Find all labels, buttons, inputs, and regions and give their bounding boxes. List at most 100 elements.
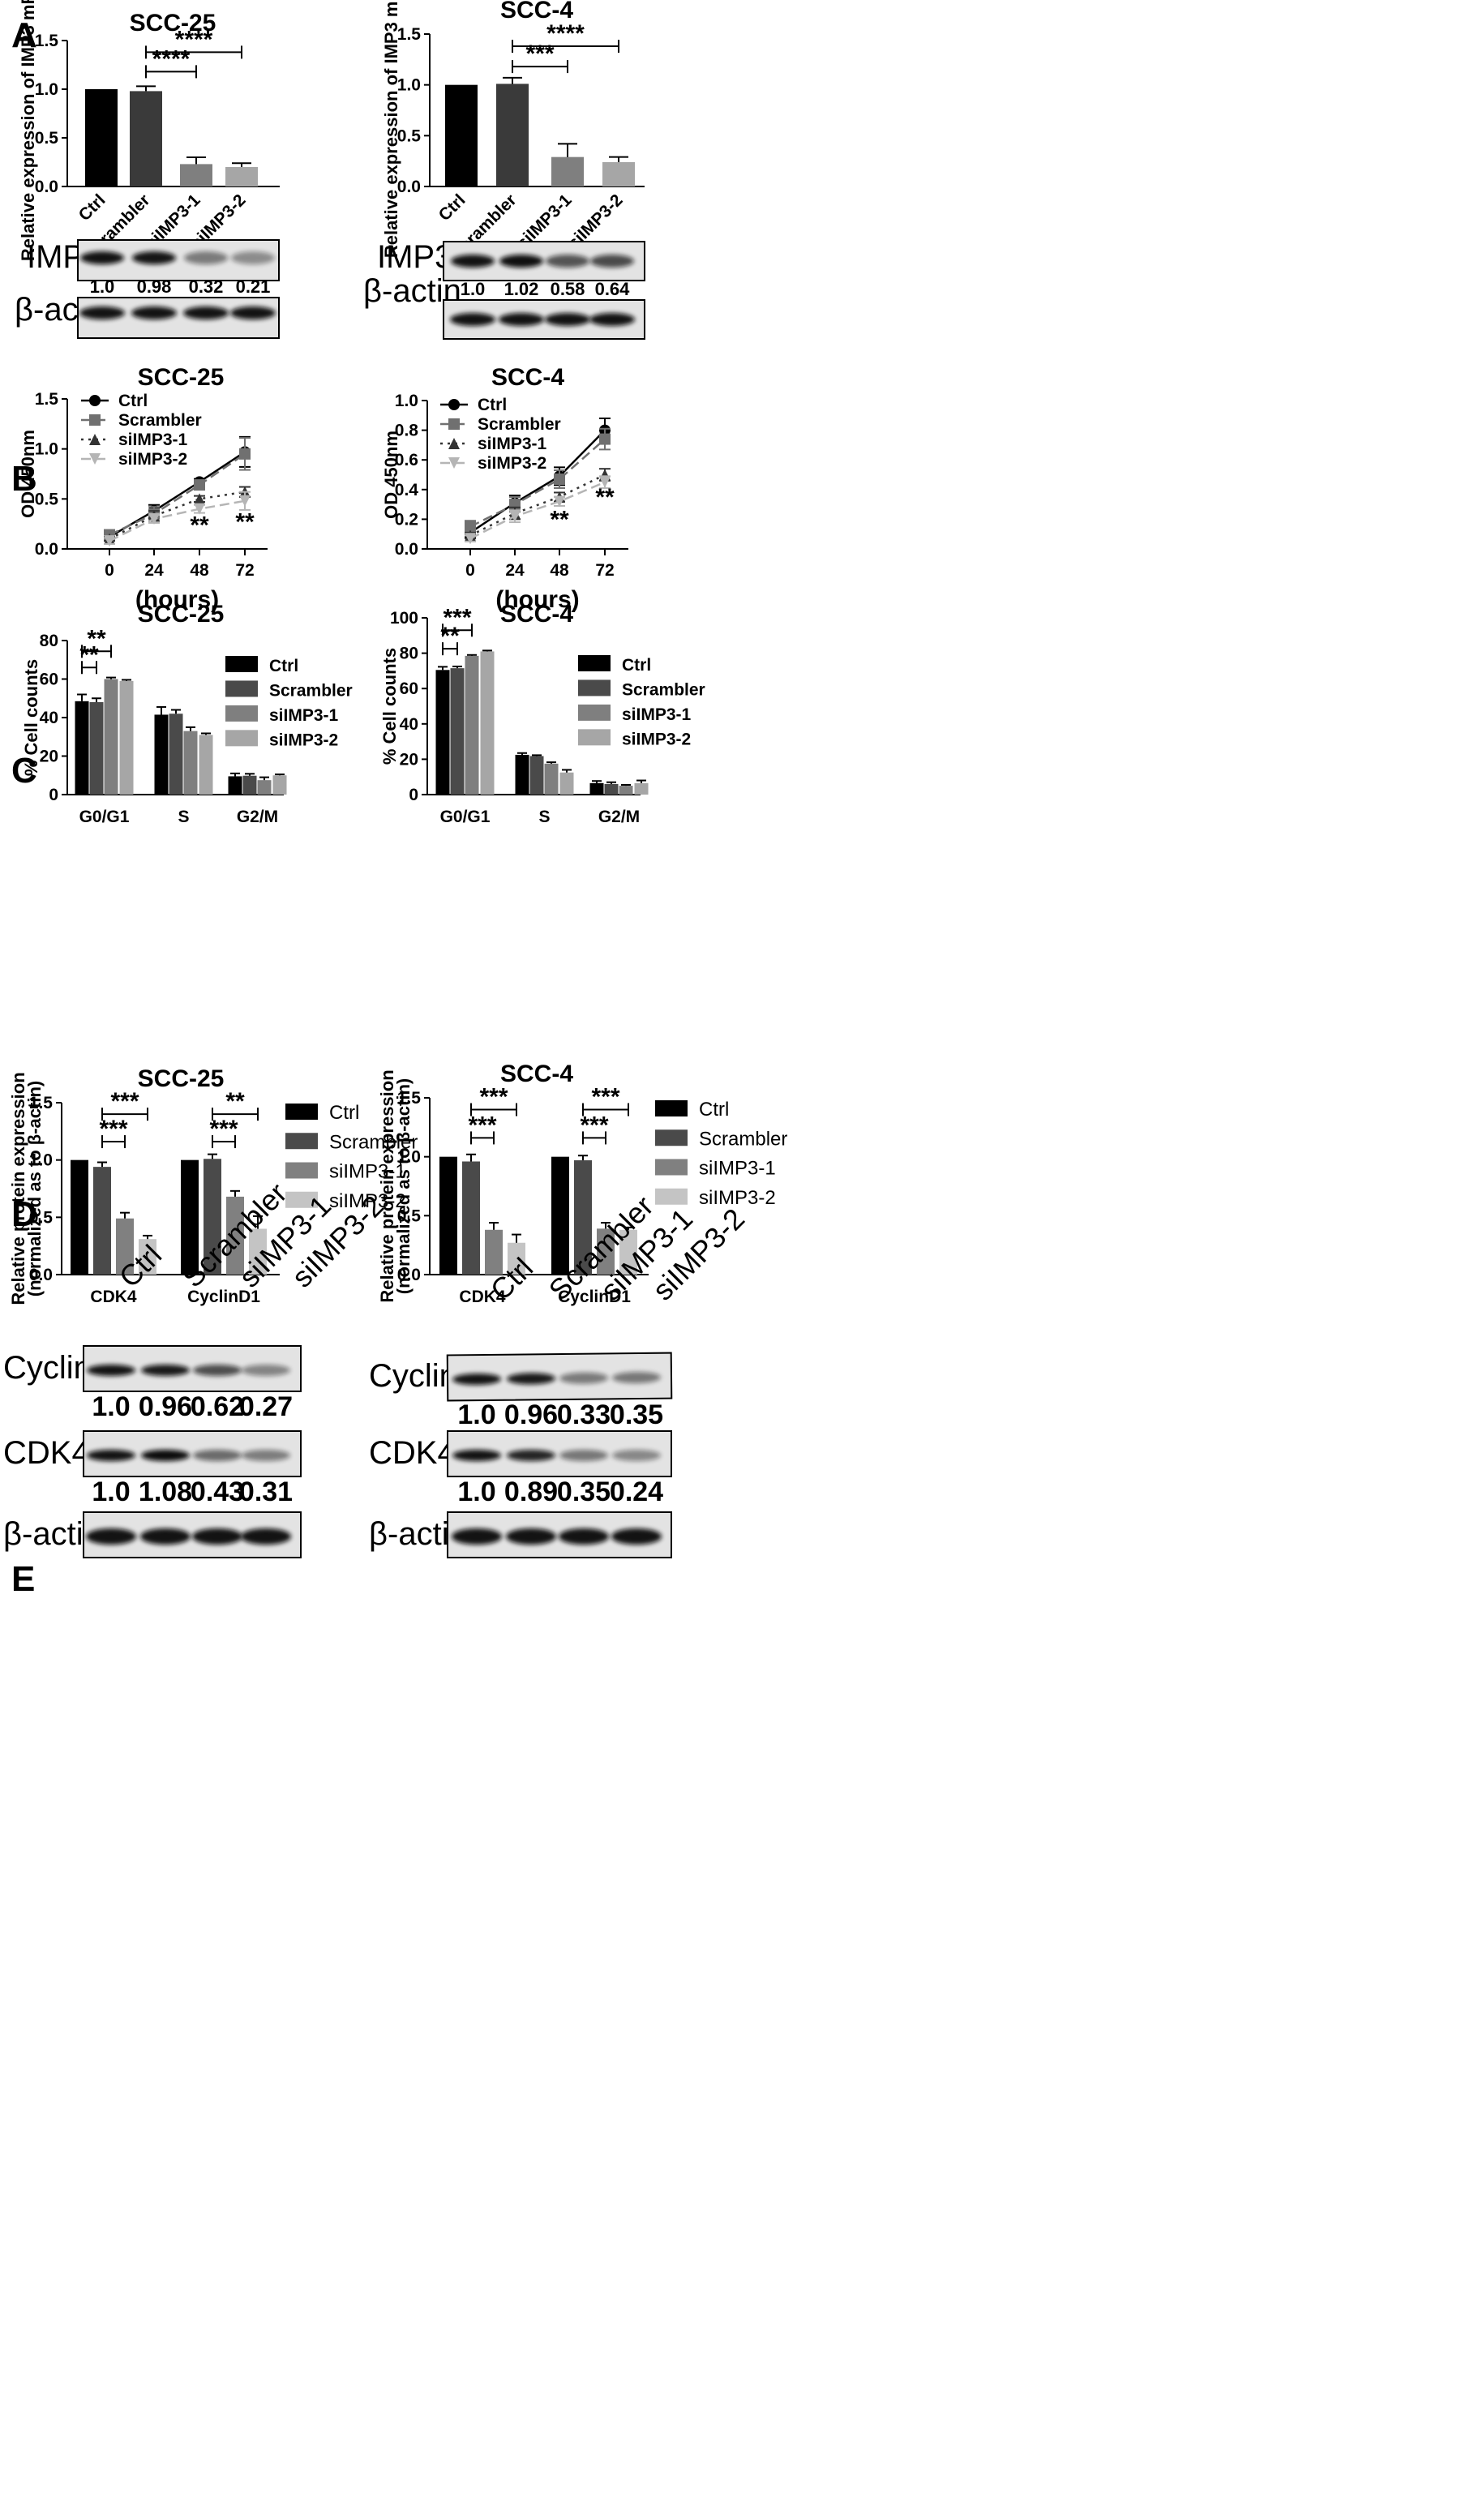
legend-siimp3-2-label: siIMP3-2 xyxy=(622,730,691,748)
blot-b-left-quant-1: 0.98 xyxy=(137,276,172,297)
legend-scrambler-label: Scrambler xyxy=(269,681,353,700)
bar-scrambler xyxy=(496,84,529,186)
legend-siimp3-1-label: siIMP3-1 xyxy=(478,435,547,453)
legend-siimp3-2-label: siIMP3-2 xyxy=(269,731,338,749)
x-label-24: 24 xyxy=(144,561,164,580)
c-left-ytick-label-3: 1.5 xyxy=(35,390,59,409)
bar-g0-g1-scrambler xyxy=(89,702,104,795)
series-scrambler-marker-2 xyxy=(554,473,565,485)
a-right-ylabel: Relative expression of IMP3 mRNA xyxy=(381,0,401,258)
blot-e-right-cyclind1-quant-2: 0.33 xyxy=(557,1399,611,1430)
x-label-48: 48 xyxy=(190,561,209,580)
blot-e-left-cyclind1-quant-3: 0.27 xyxy=(239,1391,293,1422)
series-siimp3-2-marker-0 xyxy=(465,533,476,545)
bar-cdk4-scrambler xyxy=(93,1167,111,1275)
a-left-ytick-label-3: 1.5 xyxy=(35,32,59,50)
bar-cyclind1-scrambler xyxy=(204,1159,221,1275)
c-right-ytick-label-3: 0.6 xyxy=(395,451,418,469)
blot-e-right-cyclind1-quant-3: 0.35 xyxy=(610,1399,663,1430)
x-label-g0-g1: G0/G1 xyxy=(440,808,491,826)
bar-siimp3-2 xyxy=(225,167,258,186)
panel-label-e: E xyxy=(11,1559,35,1599)
blot-b-left-quant-0: 1.0 xyxy=(90,276,115,297)
bar-cdk4-ctrl xyxy=(439,1156,457,1275)
legend-siimp3-2-marker xyxy=(448,457,460,469)
actin-band-2 xyxy=(545,313,590,326)
x-label-cdk4: CDK4 xyxy=(459,1288,505,1306)
legend-scrambler-label: Scrambler xyxy=(118,411,202,430)
legend-ctrl-swatch xyxy=(285,1104,318,1120)
cyclind1-band-2 xyxy=(559,1372,609,1384)
legend-ctrl-marker xyxy=(448,399,460,410)
blot-e-right-cyclind1-frame xyxy=(446,1352,673,1402)
blot-e-right-cyclind1-quant-0: 1.0 xyxy=(457,1399,495,1430)
bar-s-siimp3-2 xyxy=(559,772,574,795)
e-right-ytick-label-2: 1.0 xyxy=(397,1148,421,1167)
c-right-ylabel: OD 450nm xyxy=(381,431,401,519)
legend-siimp3-1-swatch xyxy=(655,1159,688,1176)
significance-0: ** xyxy=(550,506,569,533)
bar-cyclind1-ctrl xyxy=(181,1159,199,1275)
series-scrambler-marker-0 xyxy=(465,521,476,533)
blot-e-right-cdk4-quant-1: 0.89 xyxy=(504,1476,558,1507)
a-left-title: SCC-25 xyxy=(130,10,216,36)
bar-g0-g1-ctrl xyxy=(75,701,89,795)
e-right-ytick-label-3: 1.5 xyxy=(397,1089,422,1108)
sig-bracket-3-label: ** xyxy=(225,1088,245,1115)
panel-label-c: C xyxy=(11,751,37,791)
legend-scrambler-swatch xyxy=(578,679,611,696)
blot-b-left-quant-2: 0.32 xyxy=(189,276,224,297)
cdk4-band-0 xyxy=(87,1450,135,1461)
x-label-72: 72 xyxy=(595,561,614,580)
bar-ctrl xyxy=(85,89,118,186)
bar-s-siimp3-2 xyxy=(199,735,213,795)
blot-e-left-actin xyxy=(83,1511,302,1558)
d-left-title: SCC-25 xyxy=(138,601,225,628)
bar-scrambler xyxy=(130,91,162,186)
blot-e-right-cyclind1 xyxy=(446,1352,673,1402)
d-right-title: SCC-4 xyxy=(500,601,573,628)
series-scrambler-marker-2 xyxy=(194,479,205,491)
legend-ctrl-label: Ctrl xyxy=(269,657,298,675)
blot-b-left-quant-3: 0.21 xyxy=(236,276,271,297)
legend-ctrl-label: Ctrl xyxy=(478,396,507,414)
legend-siimp3-1-marker xyxy=(89,434,101,445)
bar-g0-g1-siimp3-2 xyxy=(119,680,134,795)
bar-g2-m-siimp3-1 xyxy=(619,786,633,795)
blot-b-right-quant-2: 0.58 xyxy=(551,279,585,299)
blot-e-right-cdk4-quant-3: 0.24 xyxy=(610,1476,663,1507)
actin-band-3 xyxy=(230,306,276,319)
sig-bracket-1-label: ** xyxy=(87,625,106,652)
chart-c-right: SCC-4 0.0 0.2 0.4 0.6 0.8 1.0 OD 450nm 0 24 48 72 (h… xyxy=(381,364,628,613)
bar-cdk4-scrambler xyxy=(462,1161,480,1275)
panel-label-b: B xyxy=(11,459,37,499)
cdk4-band-3 xyxy=(612,1450,661,1461)
actin-band-1 xyxy=(140,1528,191,1545)
sig-bracket-0-label: *** xyxy=(525,41,554,67)
d-right-ytick-label-4: 80 xyxy=(400,645,418,663)
series-siimp3-2-line xyxy=(469,481,606,540)
x-axis-title: (hours) xyxy=(135,586,219,613)
legend-ctrl-label: Ctrl xyxy=(329,1102,359,1124)
imp3-band-1 xyxy=(499,255,543,268)
legend-siimp3-1-marker xyxy=(448,438,460,449)
bar-s-ctrl xyxy=(515,754,529,795)
actin-band-0 xyxy=(452,1528,502,1545)
legend-siimp3-1-label: siIMP3-1 xyxy=(269,706,339,725)
legend-siimp3-2-swatch xyxy=(225,730,258,747)
bar-s-ctrl xyxy=(154,714,169,795)
legend-scrambler-label: Scrambler xyxy=(478,415,561,434)
c-right-ytick-label-1: 0.2 xyxy=(395,510,418,529)
a-left-ytick-label-1: 0.5 xyxy=(35,129,59,148)
d-right-ytick-label-1: 20 xyxy=(400,750,418,769)
a-right-title: SCC-4 xyxy=(500,0,573,24)
e-left-ytick-label-1: 0.5 xyxy=(29,1208,54,1227)
bar-g0-g1-siimp3-2 xyxy=(480,651,495,795)
sig-bracket-3-label: *** xyxy=(591,1084,619,1111)
bar-cyclind1-scrambler xyxy=(574,1160,592,1275)
legend-siimp3-2-label: siIMP3-2 xyxy=(478,454,546,473)
bar-cyclind1-ctrl xyxy=(551,1156,569,1275)
